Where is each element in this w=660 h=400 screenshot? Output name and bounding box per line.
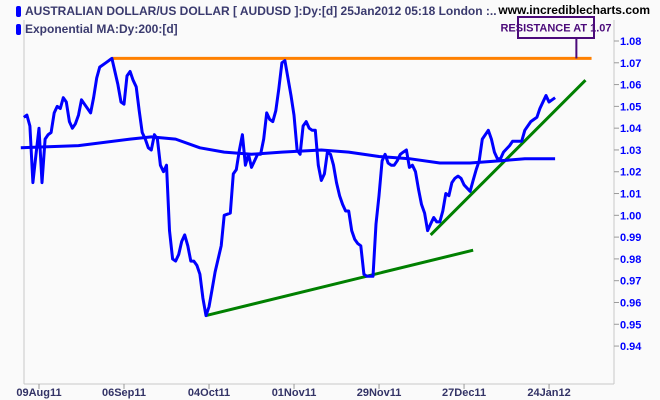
x-tick-label: 06Sep11 [102,387,146,399]
x-tick-label: 04Oct11 [188,387,230,399]
trend-line [429,79,587,236]
y-tick-label: 1.05 [620,101,641,113]
support-line [205,248,474,318]
x-tick-label: 01Nov11 [272,387,317,399]
chart-title: AUSTRALIAN DOLLAR/US DOLLAR [ AUDUSD ]:D… [25,4,497,18]
y-tick-label: 1.02 [620,167,641,179]
y-tick-label: 0.94 [620,341,642,353]
x-tick-label: 09Aug11 [16,387,61,399]
y-tick-label: 1.03 [620,145,641,157]
price-line [22,56,556,318]
legend-price: AUSTRALIAN DOLLAR/US DOLLAR [ AUDUSD ]:D… [16,4,497,18]
annotation-label: RESISTANCE AT 1.07 [500,23,611,35]
y-tick-label: 0.95 [620,319,641,331]
ema-line [20,135,556,165]
y-tick-label: 0.96 [620,297,641,309]
ema-label: Exponential MA:Dy:200:[d] [25,22,178,36]
y-tick-label: 0.97 [620,276,641,288]
y-tick-label: 1.08 [620,36,641,48]
y-tick-label: 0.99 [620,232,641,244]
x-tick-label: 29Nov11 [357,387,402,399]
y-tick-label: 1.00 [620,210,641,222]
legend-ema: Exponential MA:Dy:200:[d] [16,22,178,36]
x-tick-label: 27Dec11 [442,387,486,399]
y-tick-label: 0.98 [620,254,641,266]
y-tick-label: 1.01 [620,189,641,201]
y-tick-label: 1.04 [620,123,642,135]
y-tick-label: 1.06 [620,80,641,92]
legend-swatch-price [16,5,21,17]
legend-swatch-ema [16,23,21,35]
site-watermark: www.incrediblecharts.com [498,3,650,17]
annotation-box [517,16,595,39]
y-tick-label: 1.07 [620,58,641,70]
x-tick-label: 24Jan12 [527,387,570,399]
